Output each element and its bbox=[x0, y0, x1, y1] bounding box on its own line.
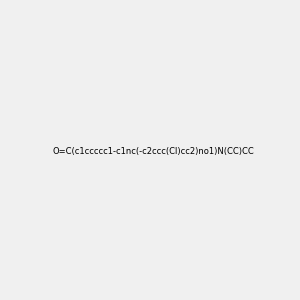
Text: O=C(c1ccccc1-c1nc(-c2ccc(Cl)cc2)no1)N(CC)CC: O=C(c1ccccc1-c1nc(-c2ccc(Cl)cc2)no1)N(CC… bbox=[53, 147, 255, 156]
